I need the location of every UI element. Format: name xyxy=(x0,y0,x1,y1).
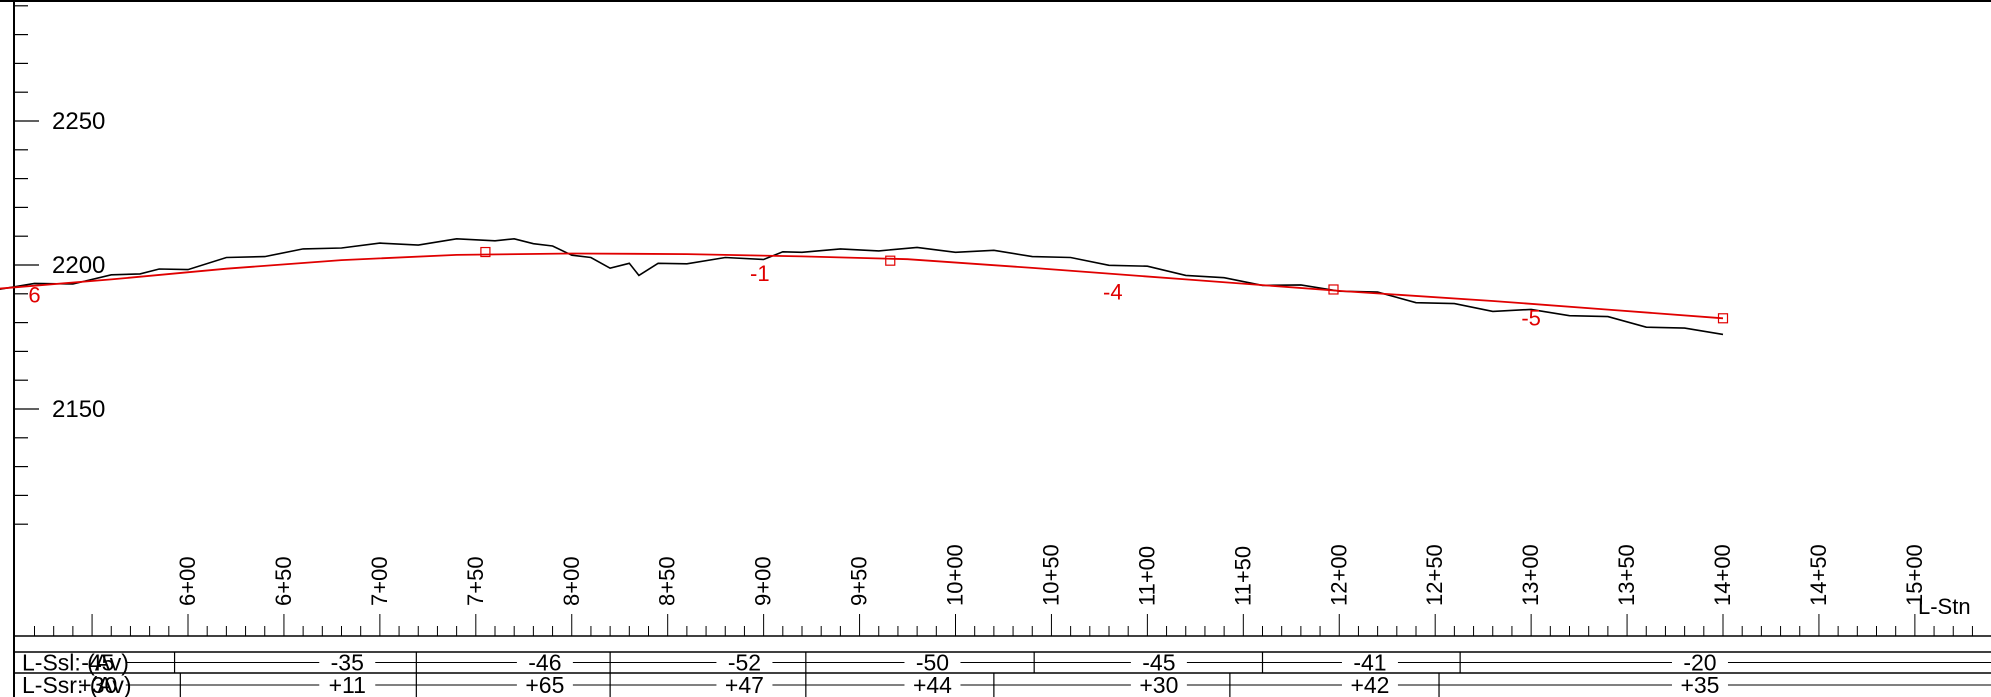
band-value: +35 xyxy=(1680,672,1719,697)
band-value: -35 xyxy=(331,650,364,676)
station-tick-label: 14+00 xyxy=(1710,544,1735,606)
station-tick-label: 8+00 xyxy=(559,556,584,606)
station-tick-label: 11+00 xyxy=(1134,546,1159,606)
station-tick-label: 12+50 xyxy=(1422,544,1447,606)
band-label: L-Ssr: (Av) xyxy=(22,672,131,697)
station-tick-label: 15+00 xyxy=(1902,544,1927,606)
station-tick-label: 9+50 xyxy=(847,556,872,606)
station-tick-label: 13+50 xyxy=(1614,544,1639,606)
band-value: -45 xyxy=(1142,650,1175,676)
grade-percent-label: -4 xyxy=(1103,280,1123,305)
band-value: +42 xyxy=(1350,672,1389,697)
band-value: +65 xyxy=(525,672,564,697)
grade-percent-label: 6 xyxy=(28,282,40,307)
grade-percent-label: -5 xyxy=(1521,305,1541,330)
station-axis: 6+00 6+50 7+00 7+50 8+00 8+50 9+00 9+50 10+00 10+… xyxy=(34,544,1973,636)
band-label: L-Ssl: (Av) xyxy=(22,650,129,676)
y-tick-label: 2250 xyxy=(52,108,105,135)
band-value: -20 xyxy=(1683,650,1716,676)
band-value: -45 xyxy=(81,650,114,676)
station-tick-label: 9+00 xyxy=(751,556,776,606)
band-value: -46 xyxy=(528,650,561,676)
station-tick-label: 12+00 xyxy=(1326,544,1351,606)
station-tick-label: 13+00 xyxy=(1518,544,1543,606)
band-value: -52 xyxy=(728,650,761,676)
band-value: +11 xyxy=(329,672,366,697)
pvi-marker xyxy=(885,255,896,266)
station-tick-label: 7+00 xyxy=(367,556,392,606)
station-tick-label: 10+00 xyxy=(943,544,968,606)
proposed-grade-line xyxy=(0,252,1724,320)
station-tick-label: 11+50 xyxy=(1230,546,1255,606)
band-value: +30 xyxy=(1139,672,1178,697)
station-tick-label: 6+50 xyxy=(271,556,296,606)
band-value: +44 xyxy=(913,672,952,697)
existing-ground-line xyxy=(0,237,1724,336)
pvi-marker xyxy=(1328,284,1339,295)
elevation-axis: 2250 2200 2150 xyxy=(14,5,105,525)
plot-area: 6 -1 -4 -5 xyxy=(0,237,1729,336)
station-tick-label: 6+00 xyxy=(175,556,200,606)
station-tick-label: 7+50 xyxy=(463,556,488,606)
band-value: -50 xyxy=(916,650,949,676)
station-axis-label: L-Stn xyxy=(1918,594,1971,619)
pvi-marker xyxy=(480,246,491,258)
band-value: +30 xyxy=(78,672,117,697)
station-tick-label: 14+50 xyxy=(1806,544,1831,606)
band-value: +47 xyxy=(725,672,764,697)
pvi-marker xyxy=(1717,313,1729,324)
band-value: -41 xyxy=(1353,650,1386,676)
station-tick-label: 10+50 xyxy=(1038,544,1063,606)
station-tick-label: 8+50 xyxy=(655,556,680,606)
y-tick-label: 2150 xyxy=(52,396,105,423)
y-tick-label: 2200 xyxy=(52,252,105,279)
section-bands: L-Ssl: (Av)-45 -35 -46 -52 -50 -45 -41 -20L-Ssr… xyxy=(22,650,1991,697)
grade-percent-label: -1 xyxy=(750,261,770,286)
